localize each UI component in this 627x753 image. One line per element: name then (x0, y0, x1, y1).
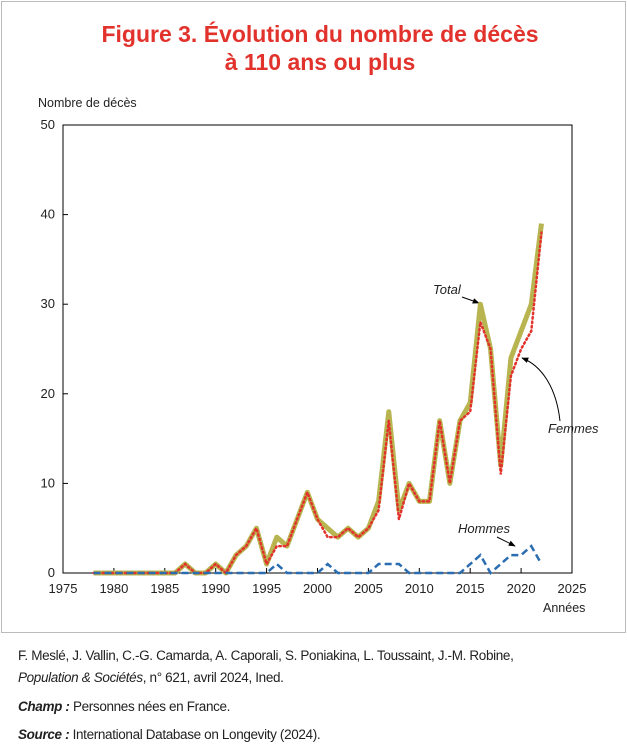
journal: Population & Sociétés (18, 670, 143, 685)
champ: Personnes nées en France. (69, 699, 231, 714)
footer-line: Champ : Personnes nées en France. (18, 699, 230, 714)
x-tick-label: 2025 (558, 581, 587, 596)
y-tick-label: 40 (41, 207, 55, 222)
issue: , n° 621, avril 2024, Ined. (142, 670, 284, 685)
x-axis-label: Années (543, 601, 585, 615)
chart: Figure 3. Évolution du nombre de décès à… (1, 1, 626, 633)
x-tick-label: 2010 (405, 581, 434, 596)
x-tick-label: 1990 (201, 581, 230, 596)
annotation: Total (433, 282, 462, 297)
chart-title: à 110 ans ou plus (225, 49, 415, 75)
x-tick-label: 2000 (303, 581, 332, 596)
y-axis-label: Nombre de décès (38, 96, 137, 110)
annotation: Hommes (458, 521, 511, 536)
y-tick-label: 0 (48, 565, 55, 580)
x-tick-label: 1995 (252, 581, 281, 596)
arrow (496, 536, 516, 547)
x-tick-label: 2015 (456, 581, 485, 596)
frame (1, 1, 626, 633)
x-tick-label: 1975 (49, 581, 78, 596)
x-tick-label: 1985 (150, 581, 179, 596)
chart-title: Figure 3. Évolution du nombre de décès (101, 20, 538, 47)
annotation: Femmes (548, 421, 599, 436)
y-tick-label: 30 (41, 296, 55, 311)
line-series (92, 231, 543, 575)
authors: F. Meslé, J. Vallin, C.-G. Camarda, A. C… (18, 648, 514, 663)
plot-frame (62, 124, 573, 574)
source-label: Source : (18, 727, 70, 742)
y-tick-label: 10 (41, 475, 55, 490)
champ-label: Champ : (18, 699, 70, 714)
arrow (521, 357, 561, 422)
footer-line: Source : International Database on Longe… (18, 727, 321, 742)
x-tick-label: 1980 (99, 581, 128, 596)
source: International Database on Longevity (202… (69, 727, 321, 742)
footer-line: F. Meslé, J. Vallin, C.-G. Camarda, A. C… (18, 648, 514, 663)
x-tick-label: 2020 (507, 581, 536, 596)
y-tick-label: 50 (41, 117, 55, 132)
arrow (461, 296, 480, 304)
y-tick-label: 20 (41, 386, 55, 401)
footer-line: Population & Sociétés, n° 621, avril 202… (18, 670, 284, 685)
x-tick-label: 2005 (354, 581, 383, 596)
